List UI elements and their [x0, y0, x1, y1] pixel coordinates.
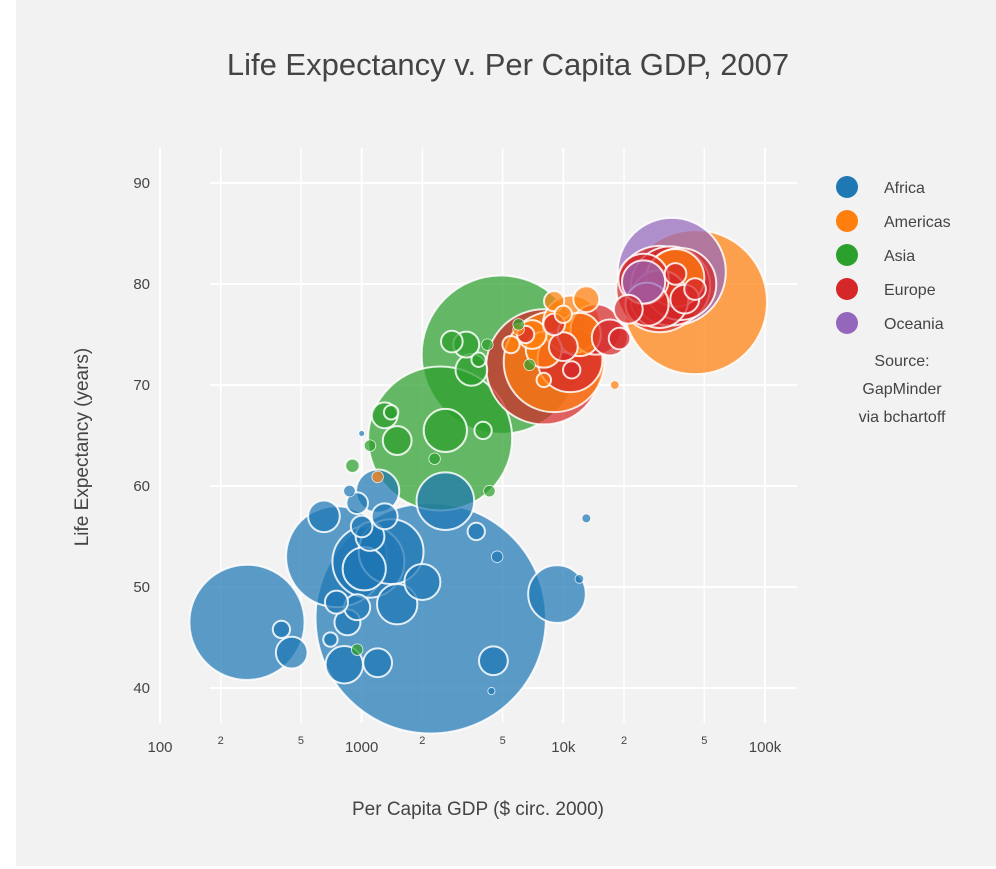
- bubble-africa[interactable]: [403, 562, 442, 601]
- bubble-africa[interactable]: [349, 514, 374, 539]
- bubble-asia[interactable]: [351, 643, 364, 656]
- y-tick-label: 80: [133, 276, 150, 293]
- legend-label-europe: Europe: [884, 282, 936, 299]
- legend-item-oceania[interactable]: Oceania: [836, 312, 944, 334]
- bubble-layer: [188, 216, 769, 735]
- x-tick-label: 5: [500, 735, 506, 747]
- source-line-1: Source:: [874, 353, 929, 370]
- bubble-europe[interactable]: [607, 326, 632, 351]
- legend-marker-europe: [836, 278, 858, 300]
- x-tick-label: 5: [701, 735, 707, 747]
- x-tick-label: 1000: [345, 739, 378, 756]
- y-axis-title: Life Expectancy (years): [72, 348, 93, 547]
- y-tick-label: 70: [133, 377, 150, 394]
- x-tick-label: 10k: [551, 739, 576, 756]
- legend-marker-oceania: [836, 312, 858, 334]
- legend-marker-asia: [836, 244, 858, 266]
- legend-label-oceania: Oceania: [884, 316, 944, 333]
- y-tick-label: 60: [133, 478, 150, 495]
- source-annotation: Source: GapMinder via bchartoff: [859, 353, 946, 426]
- bubble-europe[interactable]: [663, 262, 688, 286]
- bubble-africa[interactable]: [345, 491, 369, 515]
- bubble-asia[interactable]: [481, 338, 494, 351]
- bubble-africa[interactable]: [477, 645, 509, 677]
- source-line-2: GapMinder: [862, 381, 942, 398]
- bubble-africa[interactable]: [274, 635, 309, 670]
- bubble-europe[interactable]: [562, 360, 582, 380]
- bubble-asia[interactable]: [428, 452, 441, 465]
- legend-item-asia[interactable]: Asia: [836, 244, 915, 266]
- bubble-africa[interactable]: [341, 546, 387, 592]
- bubble-africa[interactable]: [362, 647, 394, 679]
- bubble-africa[interactable]: [358, 430, 365, 437]
- bubble-africa[interactable]: [574, 574, 585, 584]
- bubble-africa[interactable]: [581, 513, 592, 524]
- bubble-europe[interactable]: [683, 277, 707, 301]
- x-tick-label: 2: [218, 735, 224, 747]
- bubble-americas[interactable]: [535, 371, 552, 389]
- legend-item-europe[interactable]: Europe: [836, 278, 936, 300]
- bubble-asia[interactable]: [381, 425, 413, 456]
- bubble-oceania[interactable]: [620, 259, 667, 305]
- bubble-africa[interactable]: [466, 521, 486, 542]
- bubble-africa[interactable]: [322, 631, 339, 648]
- bubble-americas[interactable]: [371, 470, 384, 484]
- x-tick-label: 5: [298, 735, 304, 747]
- y-tick-label: 90: [133, 175, 150, 192]
- bubble-asia[interactable]: [470, 351, 487, 368]
- x-tick-label: 100: [147, 739, 172, 756]
- bubble-europe[interactable]: [547, 331, 579, 363]
- x-axis-title: Per Capita GDP ($ circ. 2000): [352, 799, 604, 820]
- legend-marker-americas: [836, 210, 858, 232]
- legend-item-americas[interactable]: Americas: [836, 210, 951, 232]
- legend-label-americas: Americas: [884, 214, 951, 231]
- bubble-africa[interactable]: [376, 583, 419, 626]
- tick-layer: 100 2 5 1000 2 5 10k 2 5 100k 40 50 60 70 80 90: [133, 175, 781, 756]
- bubble-americas[interactable]: [572, 285, 601, 314]
- bubble-africa[interactable]: [343, 484, 356, 498]
- bubble-africa[interactable]: [491, 550, 504, 563]
- bubble-asia[interactable]: [422, 407, 468, 454]
- bubble-asia[interactable]: [363, 439, 377, 452]
- bubble-asia[interactable]: [440, 329, 464, 354]
- bubble-africa[interactable]: [527, 564, 587, 624]
- x-tick-label: 100k: [749, 739, 782, 756]
- chart-title: Life Expectancy v. Per Capita GDP, 2007: [227, 47, 789, 82]
- legend-item-africa[interactable]: Africa: [836, 176, 925, 198]
- bubble-americas[interactable]: [610, 380, 620, 390]
- source-line-3: via bchartoff: [859, 409, 946, 426]
- x-tick-label: 2: [419, 735, 425, 747]
- legend: Africa Americas Asia Europe Oceania: [836, 176, 951, 334]
- bubble-africa[interactable]: [415, 471, 476, 531]
- legend-label-africa: Africa: [884, 180, 925, 197]
- legend-marker-africa: [836, 176, 858, 198]
- bubble-africa[interactable]: [487, 687, 496, 696]
- y-tick-label: 40: [133, 680, 150, 697]
- x-tick-label: 2: [621, 735, 627, 747]
- bubble-americas[interactable]: [501, 334, 521, 355]
- bubble-americas[interactable]: [553, 304, 573, 324]
- bubble-asia[interactable]: [512, 318, 525, 331]
- bubble-africa[interactable]: [271, 619, 292, 640]
- bubble-africa[interactable]: [307, 499, 341, 534]
- bubble-asia[interactable]: [473, 420, 493, 441]
- bubble-asia[interactable]: [382, 404, 400, 421]
- legend-label-asia: Asia: [884, 248, 915, 265]
- bubble-asia[interactable]: [483, 484, 496, 498]
- bubble-europe[interactable]: [612, 293, 644, 325]
- bubble-africa[interactable]: [323, 589, 349, 615]
- bubble-africa[interactable]: [370, 502, 399, 531]
- bubble-asia[interactable]: [523, 358, 536, 371]
- bubble-asia[interactable]: [344, 457, 361, 474]
- y-tick-label: 50: [133, 579, 150, 596]
